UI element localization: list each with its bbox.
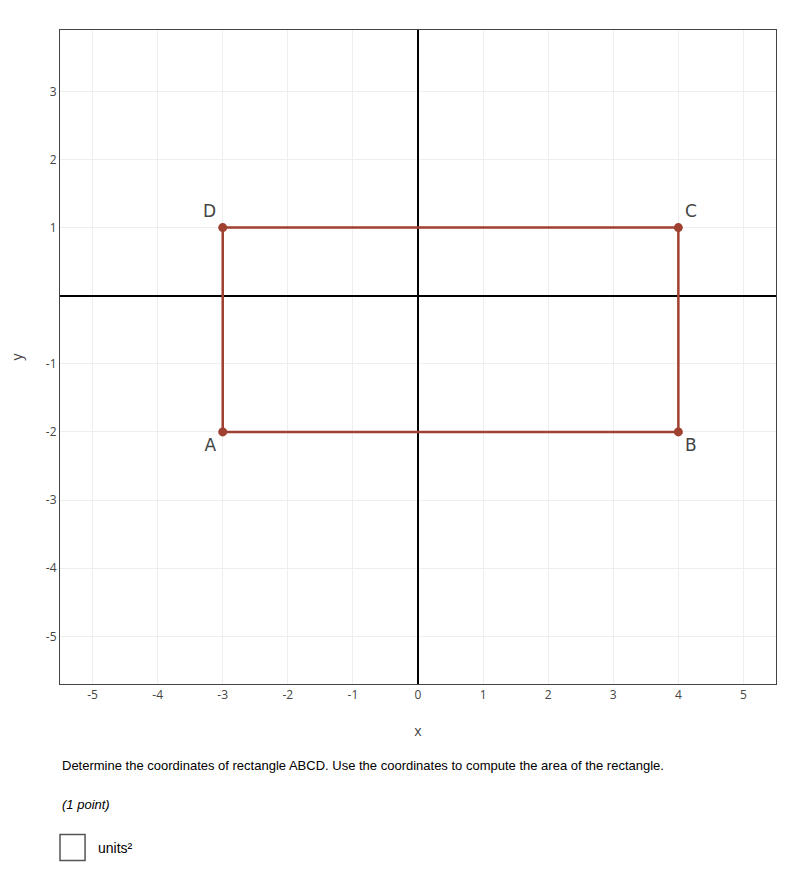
svg-text:-5: -5 [87,686,98,703]
svg-text:2: 2 [50,151,57,168]
svg-text:(1 point): (1 point) [62,797,110,812]
svg-text:-4: -4 [46,559,57,576]
svg-text:-3: -3 [46,491,57,508]
svg-text:C: C [685,201,697,221]
svg-text:2: 2 [545,686,552,703]
svg-text:units²: units² [98,840,133,856]
svg-text:0: 0 [415,686,422,703]
svg-text:-2: -2 [282,686,293,703]
svg-text:y: y [7,353,26,361]
svg-text:-1: -1 [348,686,359,703]
svg-text:1: 1 [480,686,487,703]
svg-text:5: 5 [740,686,747,703]
svg-text:-2: -2 [46,423,57,440]
svg-text:D: D [203,201,216,221]
svg-text:B: B [685,435,697,455]
svg-text:3: 3 [50,83,57,100]
svg-text:-1: -1 [46,355,57,372]
svg-text:-5: -5 [46,628,57,645]
svg-text:Determine the coordinates of r: Determine the coordinates of rectangle A… [62,758,664,773]
svg-text:A: A [204,435,216,455]
svg-text:x: x [414,721,422,740]
svg-text:4: 4 [675,686,682,703]
svg-text:-3: -3 [217,686,228,703]
svg-text:3: 3 [610,686,617,703]
svg-text:1: 1 [50,219,57,236]
svg-text:-4: -4 [152,686,163,703]
